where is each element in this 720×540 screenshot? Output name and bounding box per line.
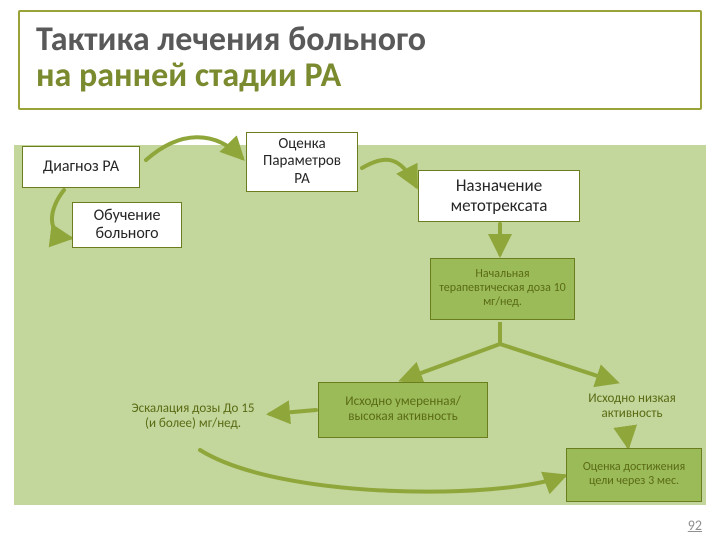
node-low: Исходно низкая активность [562,384,702,430]
node-metho: Назначение метотрексата [418,170,580,222]
node-eval: Оценка Параметров РА [246,132,358,192]
title-line2: на ранней стадии РА [36,55,341,96]
node-startdose: Начальная терапевтическая доза 10 мг/нед… [430,258,575,320]
node-moderate: Исходно умеренная/высокая активность [318,382,488,438]
node-education: Обучение больного [72,202,182,248]
node-escal: Эскалация дозы До 15 (и более) мг/нед. [120,386,266,448]
page-number: 92 [688,517,702,534]
title-box: Тактика лечения больного на ранней стади… [18,10,702,110]
node-diag: Диагноз РА [22,146,140,188]
node-goal: Оценка достижения цели через 3 мес. [566,448,702,502]
